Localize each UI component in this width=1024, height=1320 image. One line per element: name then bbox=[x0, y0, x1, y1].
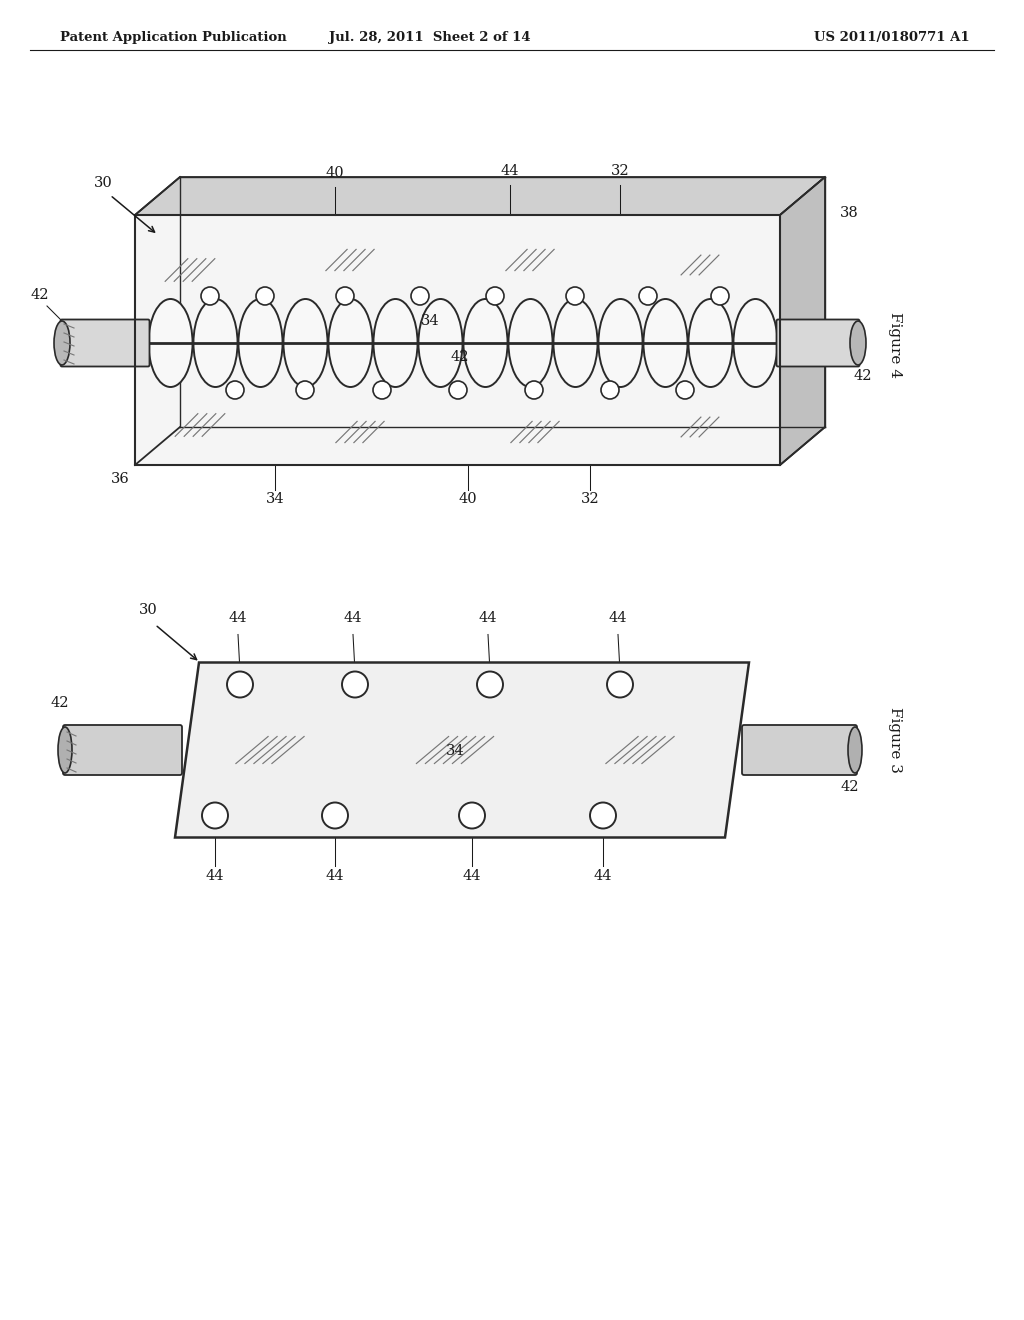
Circle shape bbox=[711, 286, 729, 305]
Circle shape bbox=[336, 286, 354, 305]
Text: 44: 44 bbox=[206, 869, 224, 883]
Circle shape bbox=[607, 672, 633, 697]
Ellipse shape bbox=[463, 300, 509, 387]
Text: US 2011/0180771 A1: US 2011/0180771 A1 bbox=[814, 30, 970, 44]
Circle shape bbox=[202, 803, 228, 829]
Text: 44: 44 bbox=[344, 611, 362, 626]
Circle shape bbox=[342, 672, 368, 697]
Text: 44: 44 bbox=[479, 611, 498, 626]
Circle shape bbox=[601, 381, 618, 399]
Text: 42: 42 bbox=[451, 350, 469, 364]
Circle shape bbox=[227, 672, 253, 697]
Polygon shape bbox=[780, 177, 825, 465]
Circle shape bbox=[201, 286, 219, 305]
FancyBboxPatch shape bbox=[60, 319, 150, 367]
Circle shape bbox=[296, 381, 314, 399]
Text: 42: 42 bbox=[51, 696, 70, 710]
Text: Figure 4: Figure 4 bbox=[888, 312, 902, 378]
Circle shape bbox=[459, 803, 485, 829]
Text: 38: 38 bbox=[840, 206, 859, 220]
Circle shape bbox=[566, 286, 584, 305]
Ellipse shape bbox=[238, 300, 284, 387]
Circle shape bbox=[525, 381, 543, 399]
Polygon shape bbox=[135, 215, 780, 465]
Ellipse shape bbox=[58, 727, 72, 774]
Ellipse shape bbox=[373, 300, 419, 387]
Circle shape bbox=[639, 286, 657, 305]
Text: 44: 44 bbox=[463, 869, 481, 883]
Polygon shape bbox=[175, 663, 749, 837]
Text: 40: 40 bbox=[326, 166, 344, 180]
Text: 44: 44 bbox=[608, 611, 628, 626]
Text: 32: 32 bbox=[610, 164, 630, 178]
Ellipse shape bbox=[508, 300, 553, 387]
Ellipse shape bbox=[553, 300, 598, 387]
Text: 44: 44 bbox=[228, 611, 247, 626]
Text: Jul. 28, 2011  Sheet 2 of 14: Jul. 28, 2011 Sheet 2 of 14 bbox=[329, 30, 530, 44]
Text: 44: 44 bbox=[594, 869, 612, 883]
Text: 44: 44 bbox=[326, 869, 344, 883]
Text: 32: 32 bbox=[581, 492, 599, 506]
Text: 34: 34 bbox=[421, 314, 439, 327]
Circle shape bbox=[486, 286, 504, 305]
Circle shape bbox=[226, 381, 244, 399]
Ellipse shape bbox=[687, 300, 733, 387]
Text: 34: 34 bbox=[265, 492, 285, 506]
Ellipse shape bbox=[283, 300, 329, 387]
Ellipse shape bbox=[418, 300, 464, 387]
Circle shape bbox=[676, 381, 694, 399]
Text: 30: 30 bbox=[138, 603, 158, 618]
Ellipse shape bbox=[598, 300, 643, 387]
Circle shape bbox=[256, 286, 274, 305]
FancyBboxPatch shape bbox=[63, 725, 182, 775]
Text: 42: 42 bbox=[854, 370, 872, 383]
Ellipse shape bbox=[328, 300, 374, 387]
Polygon shape bbox=[135, 177, 825, 215]
Text: 40: 40 bbox=[459, 492, 477, 506]
Text: Patent Application Publication: Patent Application Publication bbox=[60, 30, 287, 44]
Text: Figure 3: Figure 3 bbox=[888, 708, 902, 774]
Text: 42: 42 bbox=[841, 780, 859, 795]
FancyBboxPatch shape bbox=[776, 319, 859, 367]
Ellipse shape bbox=[850, 321, 866, 366]
Circle shape bbox=[477, 672, 503, 697]
Circle shape bbox=[373, 381, 391, 399]
Text: 44: 44 bbox=[501, 164, 519, 178]
Ellipse shape bbox=[147, 300, 194, 387]
Ellipse shape bbox=[193, 300, 239, 387]
Text: 36: 36 bbox=[111, 473, 129, 486]
Ellipse shape bbox=[732, 300, 778, 387]
FancyBboxPatch shape bbox=[742, 725, 857, 775]
Text: 34: 34 bbox=[445, 744, 464, 758]
Circle shape bbox=[449, 381, 467, 399]
Ellipse shape bbox=[642, 300, 688, 387]
Text: 30: 30 bbox=[93, 176, 113, 190]
Ellipse shape bbox=[54, 321, 70, 366]
Circle shape bbox=[411, 286, 429, 305]
Circle shape bbox=[590, 803, 616, 829]
Circle shape bbox=[322, 803, 348, 829]
Text: 42: 42 bbox=[31, 288, 49, 302]
Ellipse shape bbox=[848, 727, 862, 774]
